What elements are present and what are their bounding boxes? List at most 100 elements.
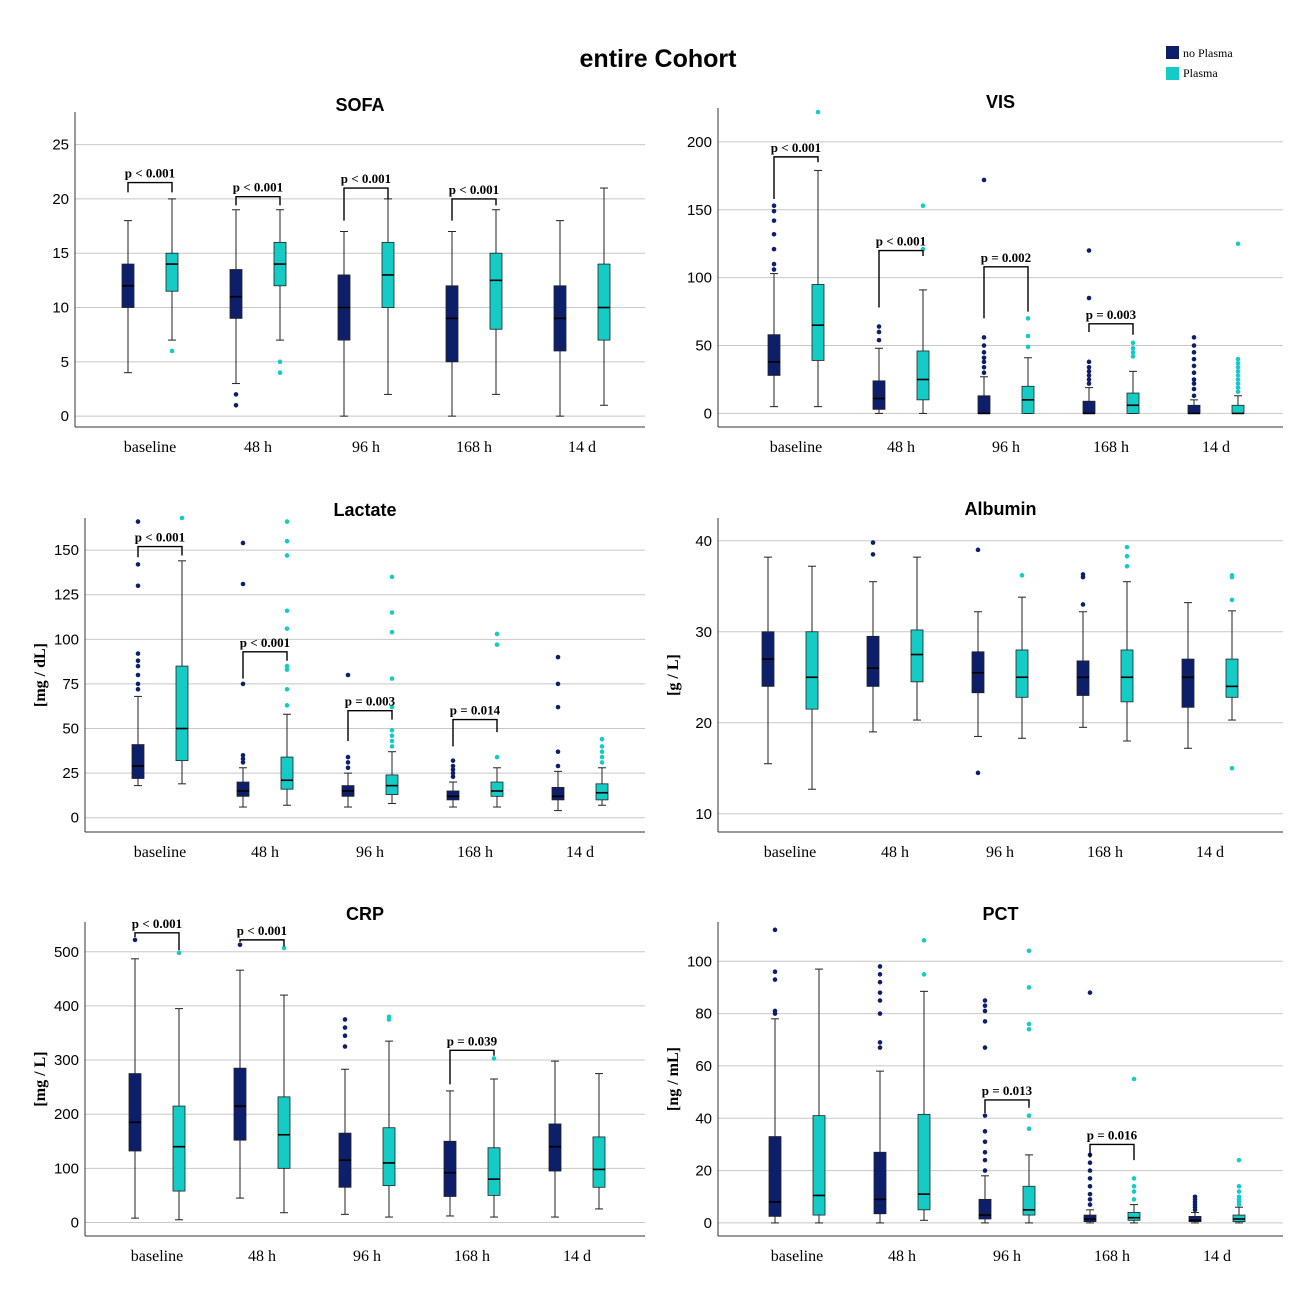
vis-ytick-label: 0: [704, 405, 712, 422]
outlier-point: [981, 177, 987, 183]
albumin-title: Albumin: [965, 499, 1037, 519]
lactate-ylabel: [mg / dL]: [32, 643, 49, 707]
outlier-point: [1087, 1197, 1093, 1202]
outlier-point: [1191, 386, 1197, 392]
outlier-point: [981, 370, 987, 376]
outlier-point: [389, 676, 395, 681]
outlier-point: [772, 977, 778, 982]
crp-ytick-label: 0: [71, 1214, 79, 1231]
vis-category-label: 48 h: [887, 439, 915, 456]
crp-box-plasma: [487, 1056, 501, 1218]
outlier-point: [450, 767, 456, 772]
outlier-point: [975, 547, 981, 553]
box-iqr: [805, 631, 819, 710]
lactate-significance-bracket: p < 0.001: [135, 530, 185, 558]
p-value-label: p < 0.001: [876, 234, 926, 249]
pct-box-plasma: [1022, 948, 1036, 1224]
outlier-point: [1019, 573, 1025, 578]
bracket-line: [127, 181, 173, 193]
outlier-point: [772, 969, 778, 975]
outlier-point: [1191, 393, 1197, 399]
p-value-label: p < 0.001: [135, 530, 185, 545]
bracket-line: [235, 196, 281, 206]
outlier-point: [233, 402, 239, 408]
vis-ytick-label: 200: [687, 134, 712, 151]
outlier-point: [599, 754, 605, 760]
outlier-point: [1087, 1160, 1093, 1166]
outlier-point: [1086, 373, 1092, 378]
outlier-point: [981, 335, 987, 340]
p-value-label: p = 0.003: [345, 694, 396, 709]
lactate-panel: Lactate 0 25 50 75 100 125 150 [mg / dL] baseline…: [32, 500, 645, 861]
outlier-point: [876, 324, 882, 329]
sofa-category-label: 96 h: [352, 439, 380, 456]
outlier-point: [555, 749, 561, 755]
legend: no Plasma Plasma: [1166, 46, 1233, 80]
box-iqr: [811, 284, 825, 361]
outlier-point: [877, 972, 883, 977]
vis-box-plasma: [1021, 316, 1035, 414]
pct-ytick-label: 20: [695, 1163, 712, 1180]
outlier-point: [1191, 381, 1197, 386]
box-iqr: [597, 263, 611, 341]
sofa-title: SOFA: [335, 95, 384, 115]
lactate-significance-bracket: p = 0.003: [345, 694, 396, 742]
vis-panel: VIS 0 50 100 150 200 baseline 48 h 96 h 168 h 14 d…: [687, 92, 1283, 456]
outlier-point: [491, 1056, 497, 1061]
outlier-point: [1087, 1183, 1093, 1189]
albumin-box-no-plasma: [1181, 602, 1195, 749]
outlier-point: [1235, 364, 1241, 370]
crp-box-no-plasma: [443, 1090, 457, 1217]
box-iqr: [1022, 1185, 1036, 1216]
outlier-point: [1191, 356, 1197, 362]
bracket-line: [451, 198, 497, 221]
outlier-point: [599, 760, 605, 765]
outlier-point: [1235, 377, 1241, 382]
lactate-box-no-plasma: [236, 540, 250, 808]
box-iqr: [277, 1096, 291, 1169]
albumin-ytick-label: 20: [695, 715, 712, 732]
crp-category-label: 14 d: [563, 1248, 591, 1265]
box-iqr: [1231, 404, 1245, 414]
outlier-point: [240, 540, 246, 546]
sofa-box-plasma: [597, 187, 611, 406]
outlier-point: [1130, 350, 1136, 355]
outlier-point: [1229, 765, 1235, 771]
outlier-point: [982, 1003, 988, 1009]
sofa-category-label: baseline: [124, 439, 176, 456]
legend-swatch-plasma: [1166, 67, 1179, 80]
outlier-point: [555, 654, 561, 660]
outlier-point: [233, 392, 239, 397]
outlier-point: [342, 1017, 348, 1022]
crp-category-label: 168 h: [454, 1248, 490, 1265]
box-iqr: [812, 1115, 826, 1216]
outlier-point: [975, 770, 981, 776]
lactate-category-label: baseline: [134, 844, 186, 861]
vis-box-no-plasma: [1082, 248, 1096, 415]
sofa-ytick-label: 5: [61, 354, 69, 371]
outlier-point: [1086, 248, 1092, 253]
outlier-point: [870, 552, 876, 557]
outlier-point: [921, 938, 927, 943]
outlier-point: [1235, 369, 1241, 374]
outlier-point: [345, 754, 351, 760]
pct-ytick-label: 40: [695, 1110, 712, 1127]
sofa-box-no-plasma: [229, 209, 243, 408]
lactate-ytick-label: 150: [54, 542, 79, 559]
outlier-point: [981, 359, 987, 365]
box-iqr: [280, 756, 294, 790]
outlier-point: [135, 686, 141, 692]
outlier-point: [1086, 369, 1092, 374]
bracket-line: [137, 545, 183, 558]
sofa-box-no-plasma: [121, 220, 135, 374]
outlier-point: [1026, 1126, 1032, 1132]
outlier-point: [389, 629, 395, 635]
outlier-point: [389, 744, 395, 749]
lactate-box-plasma: [280, 519, 294, 806]
outlier-point: [1235, 389, 1241, 395]
box-iqr: [916, 350, 930, 401]
outlier-point: [1229, 597, 1235, 603]
sofa-box-no-plasma: [553, 220, 567, 417]
crp-significance-bracket: p = 0.039: [447, 1033, 498, 1085]
vis-ytick-label: 50: [695, 338, 712, 355]
